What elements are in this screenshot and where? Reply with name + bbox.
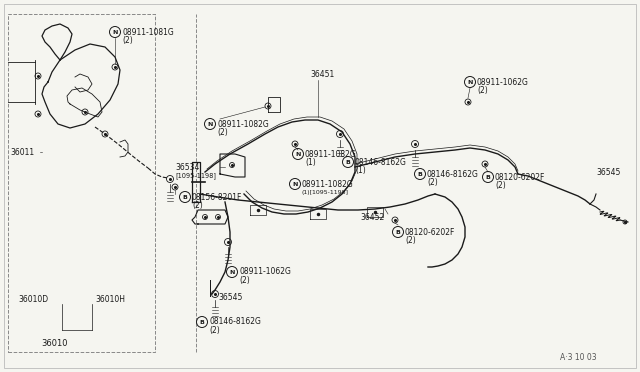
Text: (2): (2) bbox=[405, 235, 416, 244]
Text: (1): (1) bbox=[355, 166, 365, 174]
Text: B: B bbox=[396, 230, 401, 234]
Text: B: B bbox=[182, 195, 188, 199]
Text: (2): (2) bbox=[427, 177, 438, 186]
Text: 08911-1062G: 08911-1062G bbox=[239, 267, 291, 276]
Text: B: B bbox=[346, 160, 351, 164]
Text: N: N bbox=[229, 269, 235, 275]
Text: 36010D: 36010D bbox=[18, 295, 48, 305]
Text: 08156-8201F: 08156-8201F bbox=[192, 192, 243, 202]
Text: B: B bbox=[486, 174, 490, 180]
Text: 36451: 36451 bbox=[310, 70, 334, 78]
Text: (2): (2) bbox=[209, 326, 220, 334]
Text: 08911-1082G: 08911-1082G bbox=[302, 180, 354, 189]
Text: 08911-1062G: 08911-1062G bbox=[477, 77, 529, 87]
Text: 08120-6202F: 08120-6202F bbox=[405, 228, 456, 237]
Text: N: N bbox=[295, 151, 301, 157]
Text: (1)[1095-1198]: (1)[1095-1198] bbox=[302, 189, 349, 195]
Text: 08911-1081G: 08911-1081G bbox=[122, 28, 173, 36]
Text: 08146-8162G: 08146-8162G bbox=[209, 317, 261, 327]
Text: N: N bbox=[112, 29, 118, 35]
Text: A·3 10 03: A·3 10 03 bbox=[560, 353, 596, 362]
Text: 36010H: 36010H bbox=[95, 295, 125, 305]
Text: 36534: 36534 bbox=[175, 163, 200, 171]
Text: (1): (1) bbox=[305, 157, 316, 167]
Text: (2): (2) bbox=[495, 180, 506, 189]
Text: N: N bbox=[207, 122, 212, 126]
Text: [1095-1198]: [1095-1198] bbox=[175, 173, 216, 179]
Text: (2): (2) bbox=[477, 86, 488, 94]
Text: 08120-6202F: 08120-6202F bbox=[495, 173, 545, 182]
Text: 36010: 36010 bbox=[42, 340, 68, 349]
Text: (2): (2) bbox=[122, 35, 132, 45]
Text: (2): (2) bbox=[239, 276, 250, 285]
Text: 08146-8162G: 08146-8162G bbox=[355, 157, 407, 167]
Text: B: B bbox=[200, 320, 204, 324]
Text: 36545: 36545 bbox=[596, 167, 620, 176]
Text: N: N bbox=[292, 182, 298, 186]
Text: B: B bbox=[417, 171, 422, 176]
Text: (2): (2) bbox=[192, 201, 203, 209]
Text: 36545: 36545 bbox=[218, 292, 243, 301]
Text: 36011: 36011 bbox=[10, 148, 34, 157]
Text: N: N bbox=[467, 80, 473, 84]
Text: 08146-8162G: 08146-8162G bbox=[427, 170, 479, 179]
Text: 36452: 36452 bbox=[360, 212, 384, 221]
Text: 08911-1082G: 08911-1082G bbox=[217, 119, 269, 128]
Text: 08911-1082G: 08911-1082G bbox=[305, 150, 356, 158]
Text: (2): (2) bbox=[217, 128, 228, 137]
